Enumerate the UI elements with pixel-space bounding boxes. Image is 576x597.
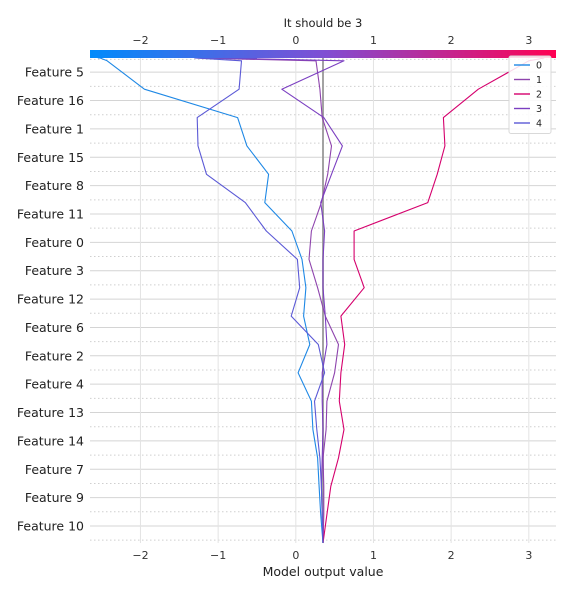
feature-label: Feature 4 [25, 377, 84, 392]
x-tick-label: 3 [525, 549, 532, 562]
feature-label: Feature 10 [17, 518, 84, 533]
feature-label: Feature 9 [25, 490, 84, 505]
series-lines [97, 57, 545, 544]
feature-label: Feature 3 [25, 263, 84, 278]
series-line-1 [194, 57, 340, 544]
series-line-0 [97, 57, 324, 544]
chart-title: It should be 3 [284, 16, 363, 30]
top-tick-label: 0 [292, 34, 299, 47]
feature-label: Feature 15 [17, 150, 84, 165]
feature-label: Feature 13 [17, 405, 84, 420]
feature-label: Feature 11 [17, 206, 84, 221]
x-tick-label: 0 [292, 549, 299, 562]
feature-label: Feature 5 [25, 65, 84, 80]
feature-label: Feature 12 [17, 292, 84, 307]
x-axis-title: Model output value [263, 564, 384, 579]
series-line-2 [322, 57, 545, 544]
top-tick-label: 2 [448, 34, 455, 47]
legend-label: 1 [536, 75, 542, 86]
legend-label: 0 [536, 61, 542, 72]
legend: 0 1 2 3 4 [508, 55, 552, 134]
legend-label: 2 [536, 90, 542, 101]
legend-label: 4 [536, 119, 542, 130]
x-tick-label: −2 [132, 549, 148, 562]
feature-labels: Feature 5 Feature 16 Feature 1 Feature 15 Fe… [17, 65, 84, 534]
feature-label: Feature 0 [25, 235, 84, 250]
feature-label: Feature 8 [25, 178, 84, 193]
feature-label: Feature 16 [17, 93, 84, 108]
x-tick-label: 2 [448, 549, 455, 562]
feature-label: Feature 7 [25, 462, 84, 477]
legend-label: 3 [536, 104, 542, 115]
top-tick-labels: −2 −1 0 1 2 3 [132, 34, 532, 47]
x-tick-label: −1 [210, 549, 226, 562]
top-tick-label: −1 [210, 34, 226, 47]
series-line-4 [194, 57, 326, 544]
x-tick-labels: −2 −1 0 1 2 3 [132, 549, 532, 562]
colorbar [90, 50, 556, 58]
top-tick-label: 3 [525, 34, 532, 47]
top-tick-label: 1 [370, 34, 377, 47]
series-line-3 [214, 57, 345, 544]
feature-label: Feature 1 [25, 121, 84, 136]
feature-label: Feature 14 [17, 433, 84, 448]
legend-box [508, 55, 552, 134]
feature-label: Feature 2 [25, 348, 84, 363]
x-tick-label: 1 [370, 549, 377, 562]
top-tick-label: −2 [132, 34, 148, 47]
feature-label: Feature 6 [25, 320, 84, 335]
